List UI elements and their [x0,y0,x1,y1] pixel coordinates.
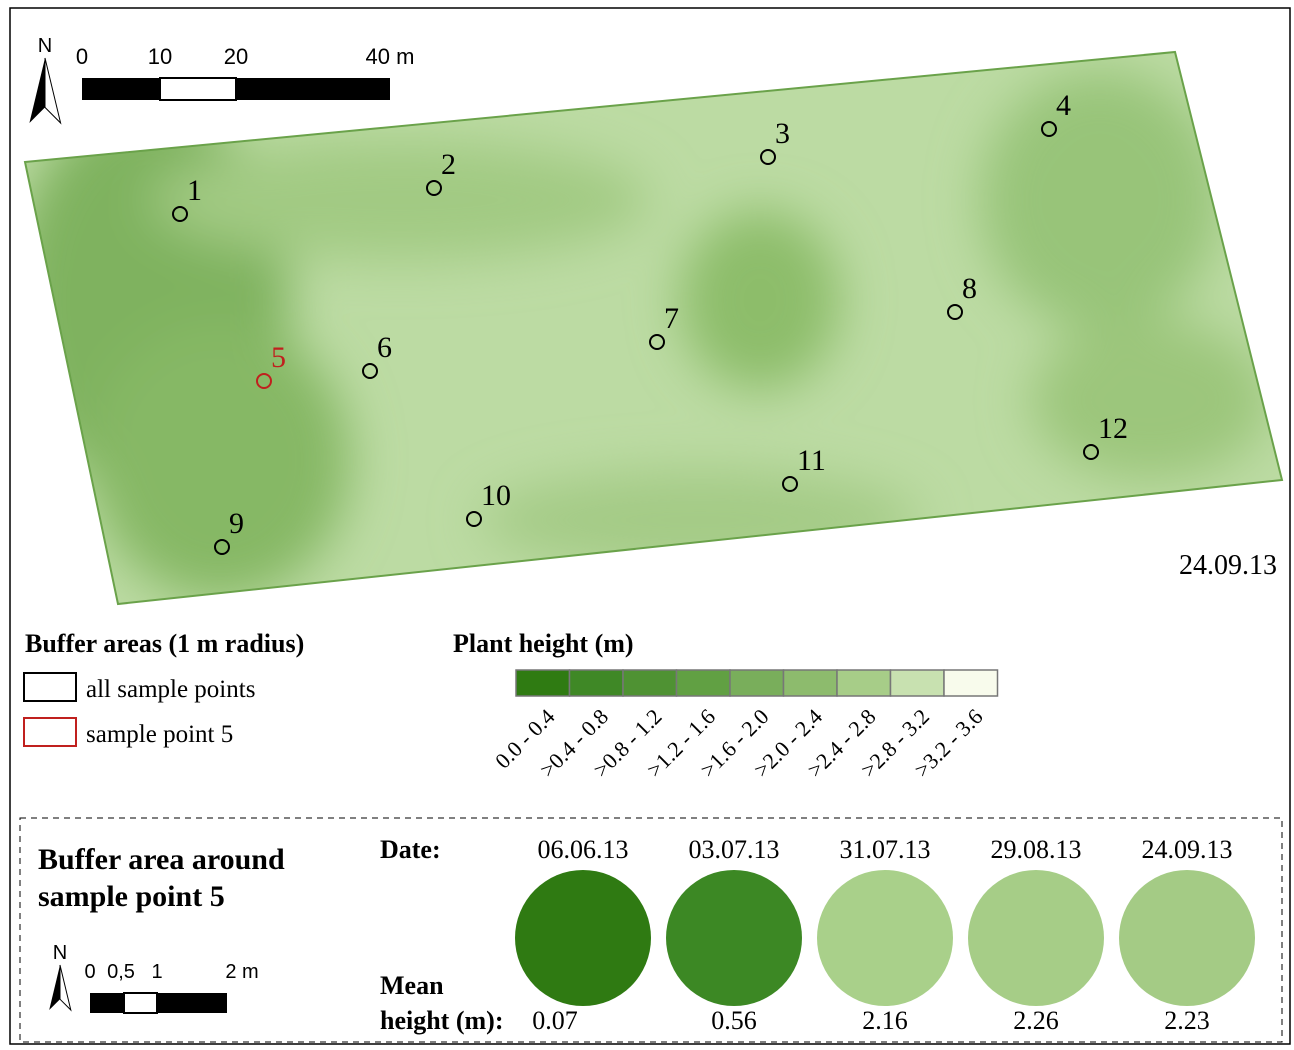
height-class [784,670,838,696]
height-class [944,670,998,696]
scale-label: 0 [84,961,95,983]
date: 31.07.13 [840,835,931,864]
scale-label: 0,5 [107,961,135,983]
north-arrow [29,58,45,123]
point-label: 6 [377,331,392,364]
buffer-circle [968,870,1104,1006]
height-class [891,670,945,696]
height-class [623,670,677,696]
buffer-circle [515,870,651,1006]
scale-label: 0 [76,44,88,69]
date: 06.06.13 [538,835,629,864]
point-label: 1 [187,174,202,207]
mean-value: 2.26 [1013,1006,1059,1035]
north-arrow [60,965,71,1010]
legend-title: Buffer areas (1 m radius) [25,629,304,658]
mean-label: height (m): [380,1006,503,1035]
north-label: N [38,35,52,57]
mean-value: 2.23 [1164,1006,1210,1035]
point-label: 9 [229,507,244,540]
mean-value: 0.07 [532,1006,578,1035]
date-label: Date: [380,835,441,864]
height-class [516,670,570,696]
legend-item: sample point 5 [86,721,233,748]
scale-seg [157,993,227,1013]
mean-label: Mean [380,971,444,1000]
scale-seg [90,993,124,1013]
buffer-circle [1119,870,1255,1006]
scale-seg [236,78,390,100]
scale-label: 40 m [366,44,415,69]
height-class [570,670,624,696]
scale-label: 1 [151,961,162,983]
mean-value: 2.16 [862,1006,908,1035]
point-label: 11 [797,444,826,477]
scale-seg [124,993,157,1013]
point-label: 12 [1098,412,1128,445]
height-class [677,670,731,696]
date: 24.09.13 [1142,835,1233,864]
point-label: 10 [481,479,511,512]
legend-swatch [24,718,76,746]
point-label: 5 [271,341,286,374]
date: 29.08.13 [991,835,1082,864]
legend-item: all sample points [86,676,255,703]
legend-title: Plant height (m) [453,629,634,658]
height-class [837,670,891,696]
scale-seg [82,78,160,100]
point-label: 7 [664,302,679,335]
figure: N0102040 m12345678910111224.09.13Buffer … [0,0,1294,1050]
scale-label: 20 [224,44,248,69]
scale-label: 10 [148,44,172,69]
inset-title: sample point 5 [38,880,225,913]
north-arrow [49,965,60,1010]
point-label: 3 [775,117,790,150]
scale-seg [160,78,236,100]
point-label: 4 [1056,89,1071,122]
map-date: 24.09.13 [1179,550,1277,581]
field-raster [10,52,1282,604]
inset-title: Buffer area around [38,843,285,876]
buffer-circle [817,870,953,1006]
mean-value: 0.56 [711,1006,757,1035]
date: 03.07.13 [689,835,780,864]
height-class [730,670,784,696]
point-label: 2 [441,148,456,181]
point-label: 8 [962,272,977,305]
north-arrow [45,58,61,123]
north-label: N [53,942,67,964]
legend-swatch [24,673,76,701]
buffer-circle [666,870,802,1006]
scale-label: 2 m [225,961,258,983]
